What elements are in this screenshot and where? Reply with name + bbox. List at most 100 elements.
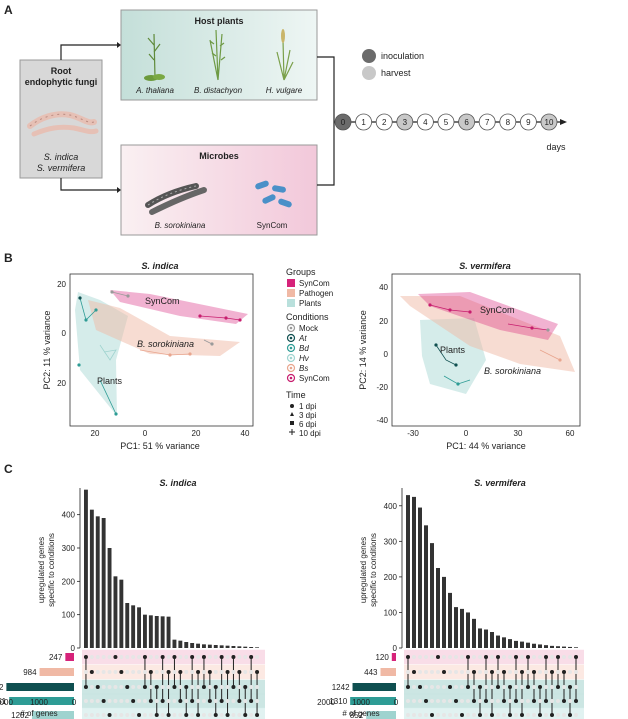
upset-matrix-dot-10-1 — [142, 670, 147, 674]
upset-matrix-dot-4-0 — [430, 655, 434, 659]
upset-matrix-dot-27-0 — [243, 655, 248, 659]
upset-matrix-dot-0-2 — [406, 685, 410, 689]
upset-matrix-dot-5-4 — [436, 713, 440, 717]
upset-bar-6 — [442, 576, 446, 648]
upset-matrix-dot-24-4 — [550, 713, 554, 717]
upset-matrix-dot-4-3 — [107, 699, 112, 703]
upset-matrix-dot-21-4 — [532, 713, 536, 717]
upset-matrix-dot-13-1 — [484, 670, 488, 674]
pca-right-hull-pathogen — [400, 296, 575, 372]
species-s-indica: S. indica — [44, 152, 79, 162]
upset-matrix-dot-8-2 — [131, 685, 136, 689]
legend-condition-4-dot — [289, 366, 293, 370]
upset-matrix-dot-23-4 — [544, 713, 548, 717]
upset-matrix-dot-14-3 — [490, 699, 494, 703]
upset-bar-9 — [460, 608, 464, 648]
legend-groups-title: Groups — [286, 267, 316, 277]
upset-setsize-value-2: 1932 — [0, 683, 4, 692]
upset-matrix-dot-14-1 — [490, 670, 494, 674]
arrowhead-host — [117, 42, 121, 48]
upset-bar-1 — [412, 496, 416, 648]
upset-matrix-dot-19-0 — [196, 655, 201, 659]
upset-matrix-dot-14-4 — [490, 713, 494, 717]
upset-matrix-dot-2-2 — [418, 685, 422, 689]
upset-bar-10 — [143, 614, 147, 648]
upset-matrix-dot-5-2 — [113, 685, 118, 689]
upset-setsize-value-0: 247 — [49, 653, 63, 662]
upset-matrix-dot-27-1 — [243, 670, 248, 674]
upset-matrix-dot-14-0 — [490, 655, 494, 659]
upset-bar-24 — [225, 645, 230, 648]
upset-bar-22 — [213, 645, 218, 648]
legend-condition-0-dot — [289, 326, 293, 330]
upset-setsize-bar-0 — [391, 653, 396, 661]
brachypodium-icon — [209, 29, 226, 81]
upset-bar-18 — [190, 643, 195, 648]
upset-bar-5 — [113, 576, 118, 648]
pca-left-label-bsorokiniana: B. sorokiniana — [137, 339, 194, 349]
upset-setsize-bar-2 — [352, 683, 396, 691]
fungal-hypha-icon — [27, 111, 99, 137]
pca-left-points — [77, 290, 242, 416]
upset-matrix-dot-12-1 — [154, 670, 159, 674]
upset-matrix-dot-2-4 — [418, 713, 422, 717]
upset-matrix-dot-16-2 — [502, 685, 506, 689]
upset-matrix-dot-3-0 — [424, 655, 428, 659]
upset-matrix-dot-21-1 — [207, 670, 212, 674]
upset-matrix-dot-13-1 — [160, 670, 165, 674]
upset-matrix-dot-15-2 — [496, 685, 500, 689]
upset-matrix-dot-24-1 — [550, 670, 554, 674]
upset-matrix-dot-6-3 — [442, 699, 446, 703]
upset-matrix-dot-22-4 — [213, 713, 218, 717]
timeline-day-8-dot — [499, 113, 517, 131]
upset-setsize-value-0: 120 — [375, 653, 389, 662]
upset-matrix-dot-21-3 — [532, 699, 536, 703]
upset-bar-2 — [95, 516, 100, 648]
pca-right-xtick-1: 0 — [464, 429, 469, 438]
upset-matrix-dot-3-0 — [101, 655, 106, 659]
upset-matrix-dot-29-2 — [255, 685, 260, 689]
upset-matrix-dot-29-3 — [255, 699, 260, 703]
upset-matrix-dot-18-1 — [514, 670, 518, 674]
upset-bar-4 — [430, 543, 434, 648]
upset-matrix-dot-11-0 — [472, 655, 476, 659]
pca-left-xtick-0: 20 — [91, 429, 100, 438]
upset-matrix-dot-2-2 — [95, 685, 100, 689]
upset-ytick-3: 100 — [62, 611, 76, 620]
upset-matrix-dot-14-1 — [166, 670, 171, 674]
upset-matrix-dot-16-0 — [178, 655, 183, 659]
upset-matrix-dot-27-2 — [243, 685, 248, 689]
upset-matrix-dot-8-3 — [131, 699, 136, 703]
legend-group-1-swatch — [287, 289, 295, 297]
upset-matrix-dot-6-2 — [442, 685, 446, 689]
upset-matrix-dot-7-1 — [448, 670, 452, 674]
pca-left-ylabel: PC2: 11 % variance — [42, 311, 52, 390]
upset-matrix-dot-1-3 — [89, 699, 94, 703]
upset-matrix-dot-11-0 — [148, 655, 153, 659]
panel-a-label: A — [4, 3, 13, 17]
upset-matrix-dot-14-2 — [166, 685, 171, 689]
legend-condition-3-dot — [289, 356, 293, 360]
pca-left-xtick-3: 40 — [241, 429, 250, 438]
timeline-day-7-label: 7 — [485, 118, 490, 127]
pca-left-xlabel: PC1: 51 % variance — [120, 441, 200, 451]
pca-right-points — [428, 303, 562, 386]
upset-ylabel-2: specific to conditions — [369, 533, 378, 607]
upset-matrix-dot-2-4 — [95, 713, 100, 717]
upset-matrix-dot-6-3 — [119, 699, 124, 703]
upset-matrix-dot-25-4 — [556, 713, 560, 717]
upset-matrix-dot-0-2 — [83, 685, 88, 689]
upset-matrix-dot-1-3 — [412, 699, 416, 703]
upset-matrix-dot-19-3 — [520, 699, 524, 703]
upset-matrix-dot-6-1 — [442, 670, 446, 674]
panel-b-label: B — [4, 251, 13, 265]
upset-setsize-value-3: 1851 — [0, 697, 7, 706]
upset-matrix-dot-26-0 — [237, 655, 242, 659]
upset-matrix-dot-28-2 — [249, 685, 254, 689]
upset-matrix-dot-11-3 — [148, 699, 153, 703]
harvest-legend-dot — [362, 66, 376, 80]
upset-matrix-dot-10-3 — [466, 699, 470, 703]
legend-condition-4-label: Bs — [299, 364, 308, 373]
